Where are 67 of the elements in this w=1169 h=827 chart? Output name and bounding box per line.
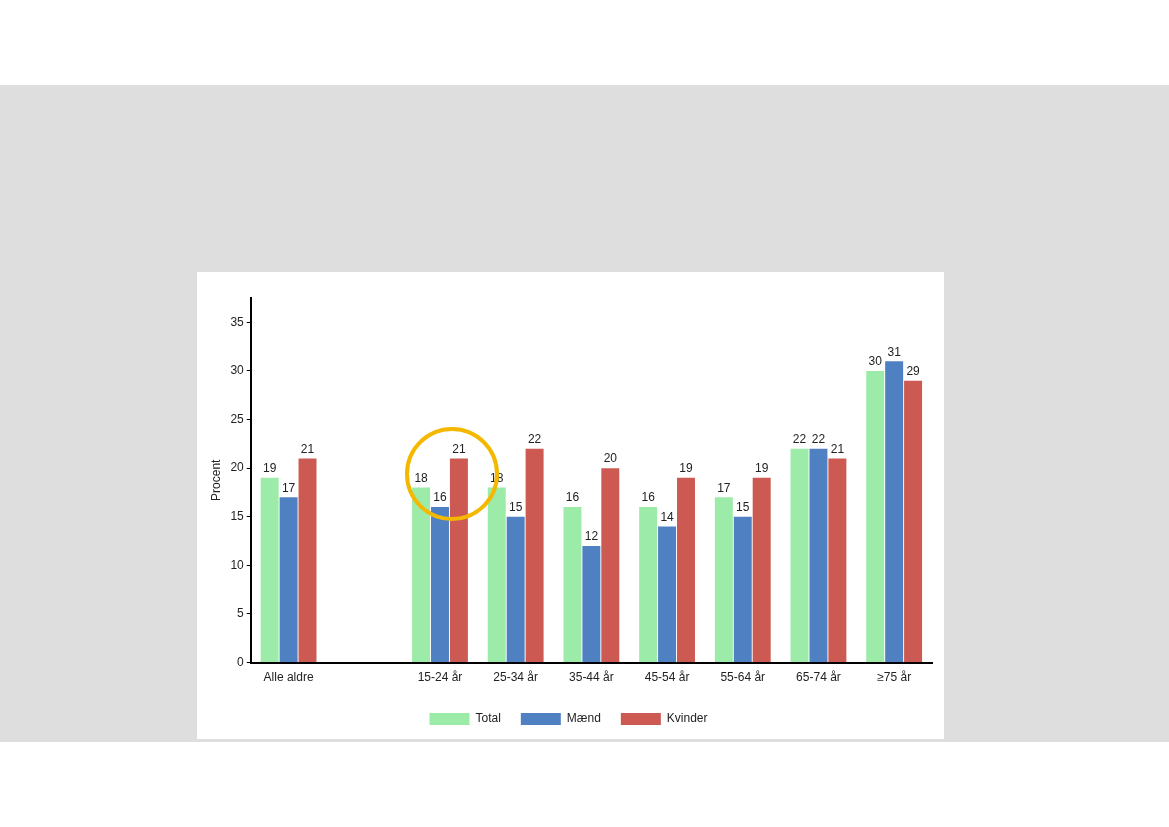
data-label: 16 <box>565 490 580 505</box>
data-label: 19 <box>262 461 277 476</box>
y-tick-label: 25 <box>230 411 245 426</box>
bar <box>601 468 620 663</box>
y-tick-label: 15 <box>230 509 245 524</box>
data-label: 19 <box>755 461 769 476</box>
bar <box>506 516 525 663</box>
bar <box>431 507 449 663</box>
data-label: 12 <box>584 529 599 544</box>
x-tick-label: 25-34 år <box>493 670 539 685</box>
bar <box>298 458 317 663</box>
bar <box>714 497 733 663</box>
data-label: 17 <box>717 480 731 495</box>
bar <box>582 545 601 663</box>
x-tick-label: 45-54 år <box>644 670 690 685</box>
data-label: 21 <box>830 441 845 456</box>
data-label: 20 <box>603 451 618 466</box>
data-label: 14 <box>660 509 675 524</box>
y-tick-label: 30 <box>230 363 245 378</box>
bar <box>790 448 809 663</box>
data-label: 15 <box>736 500 750 515</box>
x-tick-label: ≥75 år <box>877 670 912 685</box>
y-tick-label: 0 <box>237 654 245 669</box>
bar <box>260 477 279 663</box>
bar <box>449 458 468 663</box>
data-label: 31 <box>887 344 902 359</box>
x-tick-label: 55-64 år <box>720 670 766 685</box>
bar <box>828 458 847 663</box>
bar <box>279 497 298 663</box>
y-tick-label: 35 <box>230 314 245 329</box>
data-label: 22 <box>792 432 807 447</box>
data-label: 15 <box>509 500 523 515</box>
bar <box>733 516 752 663</box>
bar <box>885 361 904 663</box>
data-label: 18 <box>414 470 429 485</box>
y-tick-label: 10 <box>230 557 245 572</box>
bar <box>752 477 771 663</box>
data-label: 19 <box>679 461 693 476</box>
bar <box>639 507 658 663</box>
y-tick-label: 20 <box>230 460 245 475</box>
x-tick-label: 35-44 år <box>569 670 614 685</box>
data-label: 17 <box>281 480 296 495</box>
data-label: 21 <box>452 441 466 456</box>
data-label: 29 <box>906 363 921 378</box>
y-axis-title: Procent <box>208 458 223 501</box>
legend-label: Total <box>475 711 501 726</box>
bar <box>809 448 828 663</box>
bar <box>412 487 431 663</box>
bar <box>658 526 677 663</box>
data-label: 16 <box>641 490 656 505</box>
bar <box>677 477 695 663</box>
x-tick-label: 65-74 år <box>796 670 841 685</box>
legend-label: Mænd <box>566 711 601 726</box>
x-tick-label: 15-24 år <box>417 670 463 685</box>
bar <box>563 507 582 663</box>
bar <box>487 487 506 663</box>
bar <box>525 448 544 663</box>
x-tick-label: Alle aldre <box>263 670 314 685</box>
bar <box>866 370 885 663</box>
data-label: 16 <box>433 490 447 505</box>
legend-label: Kvinder <box>666 711 708 726</box>
data-label: 22 <box>811 432 826 447</box>
bar <box>904 380 923 663</box>
data-label: 22 <box>527 432 542 447</box>
data-label: 21 <box>300 441 315 456</box>
y-tick-label: 5 <box>237 606 245 621</box>
data-label: 30 <box>868 354 883 369</box>
